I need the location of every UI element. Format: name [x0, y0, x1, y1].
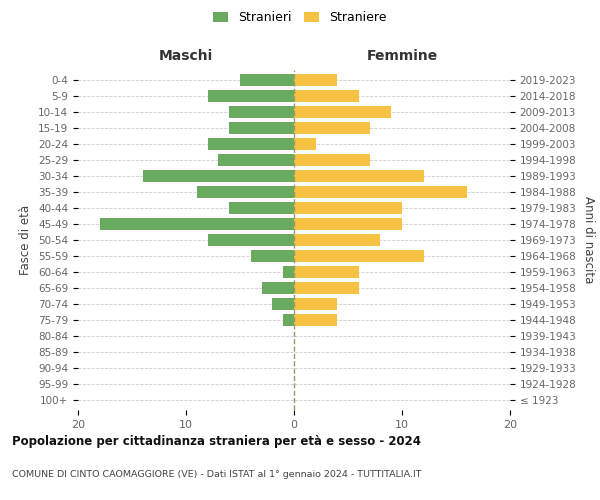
Bar — [294, 138, 316, 150]
Bar — [294, 74, 337, 86]
Bar — [240, 74, 294, 86]
Text: Maschi: Maschi — [159, 49, 213, 63]
Bar — [294, 122, 370, 134]
Text: Popolazione per cittadinanza straniera per età e sesso - 2024: Popolazione per cittadinanza straniera p… — [12, 435, 421, 448]
Bar — [208, 234, 294, 246]
Bar — [294, 202, 402, 214]
Text: Femmine: Femmine — [367, 49, 437, 63]
Bar — [294, 250, 424, 262]
Bar — [208, 138, 294, 150]
Bar — [251, 250, 294, 262]
Bar — [294, 90, 359, 102]
Bar — [294, 282, 359, 294]
Bar — [100, 218, 294, 230]
Bar — [294, 266, 359, 278]
Bar — [283, 314, 294, 326]
Bar — [143, 170, 294, 182]
Bar — [229, 122, 294, 134]
Y-axis label: Anni di nascita: Anni di nascita — [582, 196, 595, 284]
Bar — [218, 154, 294, 166]
Legend: Stranieri, Straniere: Stranieri, Straniere — [208, 6, 392, 29]
Bar — [272, 298, 294, 310]
Bar — [294, 186, 467, 198]
Bar — [294, 314, 337, 326]
Bar — [283, 266, 294, 278]
Bar — [229, 202, 294, 214]
Bar — [294, 234, 380, 246]
Bar — [229, 106, 294, 118]
Y-axis label: Fasce di età: Fasce di età — [19, 205, 32, 275]
Bar — [262, 282, 294, 294]
Bar — [294, 298, 337, 310]
Bar — [294, 218, 402, 230]
Text: COMUNE DI CINTO CAOMAGGIORE (VE) - Dati ISTAT al 1° gennaio 2024 - TUTTITALIA.IT: COMUNE DI CINTO CAOMAGGIORE (VE) - Dati … — [12, 470, 421, 479]
Bar — [294, 154, 370, 166]
Bar — [294, 106, 391, 118]
Bar — [294, 170, 424, 182]
Bar — [208, 90, 294, 102]
Bar — [197, 186, 294, 198]
